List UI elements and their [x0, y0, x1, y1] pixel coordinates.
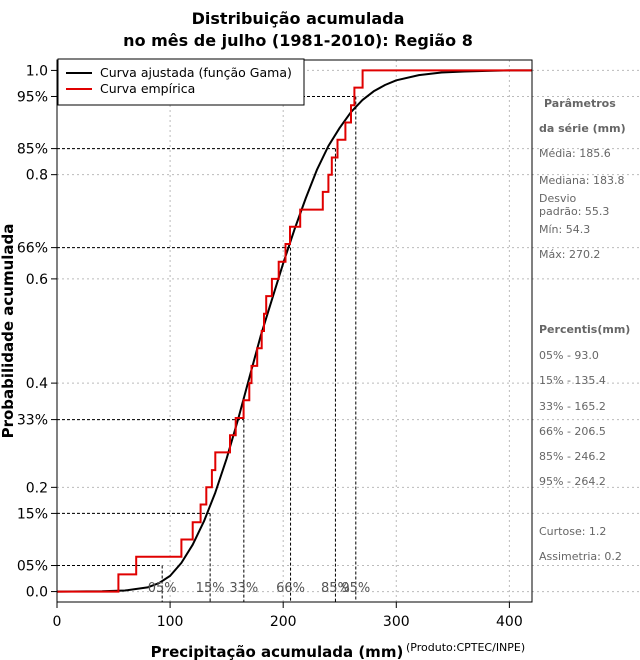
- x-tick-label-4: 400: [496, 614, 523, 630]
- percentis-title: Percentis(mm): [539, 323, 630, 336]
- stat-media: Média: 185.6: [539, 147, 611, 160]
- percentile-label-1: 15%: [196, 581, 225, 596]
- legend-label-empirical: Curva empírica: [100, 81, 195, 96]
- percentile-guides: [57, 95, 357, 602]
- stat-mediana: Mediana: 183.8: [539, 174, 624, 187]
- x-tick-label-2: 200: [270, 614, 297, 630]
- y-tick-label-0: 0.0: [26, 585, 48, 601]
- stat-desvio-line-2: padrão: 55.3: [539, 205, 609, 218]
- series-empirical-step-line: [57, 69, 532, 593]
- legend-label-gamma: Curva ajustada (função Gama): [100, 65, 292, 80]
- percentile-label-3: 66%: [276, 581, 305, 596]
- chart-title-line-2: no mês de julho (1981-2010): Região 8: [123, 31, 473, 50]
- percentil-05: 05% - 93.0: [539, 349, 599, 362]
- x-tick-label-0: 0: [53, 614, 62, 630]
- percentile-label-5: 95%: [341, 581, 370, 596]
- params-title-line-2: da série (mm): [539, 122, 626, 135]
- stat-max: Máx: 270.2: [539, 248, 600, 261]
- percentil-95: 95% - 264.2: [539, 475, 606, 488]
- percentil-15: 15% - 135.4: [539, 374, 606, 387]
- y-tick-label-1: 05%: [17, 559, 48, 575]
- percentil-33: 33% - 165.2: [539, 400, 606, 413]
- grid-lines: [56, 60, 640, 602]
- chart-title-line-1: Distribuição acumulada: [192, 9, 405, 28]
- plot-frame: [56, 59, 533, 603]
- y-tick-label-6: 0.6: [26, 272, 48, 288]
- y-tick-label-4: 33%: [17, 413, 48, 429]
- product-credit: (Produto:CPTEC/INPE): [406, 641, 525, 654]
- y-tick-label-8: 0.8: [26, 168, 48, 184]
- y-tick-label-2: 15%: [17, 506, 48, 522]
- side-panel: Parâmetros da série (mm) Média: 185.6 Me…: [539, 97, 630, 563]
- stat-curtose: Curtose: 1.2: [539, 525, 606, 538]
- series-gamma-fit-line: [56, 69, 532, 593]
- y-axis-title: Probabilidade acumulada: [0, 224, 17, 439]
- percentile-label-2: 33%: [229, 581, 258, 596]
- y-tick-label-5: 0.4: [26, 376, 48, 392]
- percentile-label-4: 85%: [321, 581, 350, 596]
- y-axis-ticks: 0.0 05% 15% 0.2 33% 0.4 0.6 66% 0.8 85% 95% 1.0: [17, 63, 57, 601]
- x-axis-ticks: 0 100 200 300 400: [53, 602, 523, 630]
- y-tick-label-3: 0.2: [26, 480, 48, 496]
- stat-assimetria: Assimetria: 0.2: [539, 550, 622, 563]
- percentile-labels: 05% 15% 33% 66% 85%95%: [148, 581, 371, 596]
- y-tick-label-11: 1.0: [26, 63, 48, 79]
- y-tick-label-10: 95%: [17, 89, 48, 105]
- percentil-85: 85% - 246.2: [539, 450, 606, 463]
- x-tick-label-3: 300: [383, 614, 410, 630]
- x-tick-label-1: 100: [157, 614, 184, 630]
- stat-desvio-line-1: Desvio: [539, 192, 577, 205]
- series-layer: [56, 69, 532, 593]
- stat-min: Mín: 54.3: [539, 223, 590, 236]
- params-title-line-1: Parâmetros: [544, 97, 616, 110]
- percentile-label-0: 05%: [148, 581, 177, 596]
- legend-box: [57, 58, 305, 106]
- percentil-66: 66% - 206.5: [539, 425, 606, 438]
- y-tick-label-9: 85%: [17, 142, 48, 158]
- y-tick-label-7: 66%: [17, 241, 48, 257]
- x-axis-title: Precipitação acumulada (mm): [151, 643, 404, 660]
- legend: Curva ajustada (função Gama) Curva empír…: [57, 58, 305, 106]
